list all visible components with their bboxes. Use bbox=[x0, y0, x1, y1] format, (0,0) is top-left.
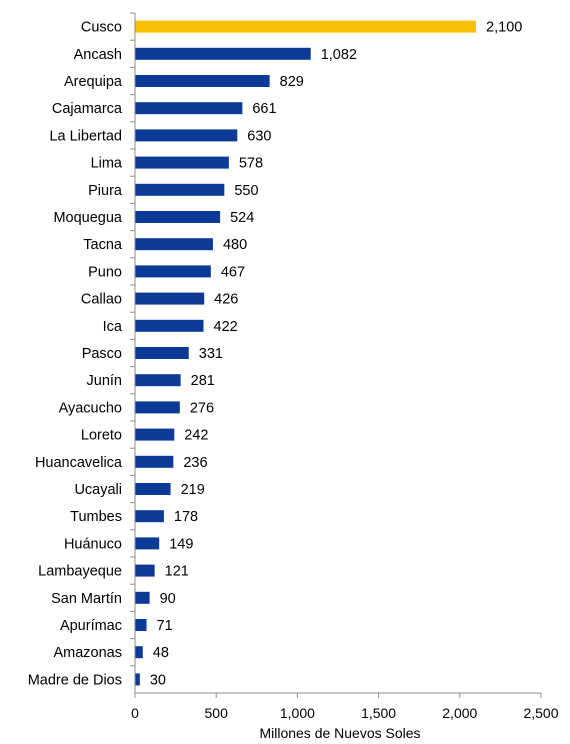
category-label-madre-de-dios: Madre de Dios bbox=[28, 672, 122, 688]
x-tick-label: 2,500 bbox=[523, 705, 558, 721]
category-label-cajamarca: Cajamarca bbox=[52, 101, 123, 117]
bar-ucayali bbox=[135, 483, 171, 495]
category-label-ucayali: Ucayali bbox=[74, 482, 122, 498]
value-label-madre-de-dios: 30 bbox=[150, 672, 166, 688]
category-label-puno: Puno bbox=[88, 264, 122, 280]
value-label-tumbes: 178 bbox=[174, 509, 198, 525]
category-label-ica: Ica bbox=[103, 319, 123, 335]
x-tick-label: 1,000 bbox=[280, 705, 315, 721]
category-label-pasco: Pasco bbox=[82, 346, 122, 362]
bar-tacna bbox=[135, 238, 213, 251]
bar-pasco bbox=[135, 347, 189, 359]
value-label-piura: 550 bbox=[234, 183, 258, 199]
bar-junin bbox=[135, 374, 181, 387]
value-label-arequipa: 829 bbox=[280, 74, 304, 90]
bars-group bbox=[130, 12, 477, 686]
bar-madre-de-dios bbox=[135, 673, 140, 686]
value-label-loreto: 242 bbox=[184, 428, 208, 444]
category-label-tumbes: Tumbes bbox=[70, 509, 122, 525]
category-label-loreto: Loreto bbox=[81, 428, 122, 444]
bar-callao bbox=[135, 292, 205, 305]
bar-lambayeque bbox=[135, 564, 155, 577]
x-tick-label: 0 bbox=[131, 705, 139, 721]
value-label-lima: 578 bbox=[239, 156, 263, 172]
value-label-tacna: 480 bbox=[223, 237, 247, 253]
value-label-huancavelica: 236 bbox=[183, 455, 207, 471]
value-label-san-martin: 90 bbox=[160, 591, 176, 607]
category-label-piura: Piura bbox=[88, 183, 123, 199]
value-label-ucayali: 219 bbox=[181, 482, 205, 498]
category-label-arequipa: Arequipa bbox=[64, 74, 123, 90]
bar-ancash bbox=[135, 47, 311, 60]
value-label-moquegua: 524 bbox=[230, 210, 254, 226]
value-label-ica: 422 bbox=[214, 319, 238, 335]
category-label-junin: Junín bbox=[87, 373, 122, 389]
value-label-ayacucho: 276 bbox=[190, 400, 214, 416]
bar-piura bbox=[135, 183, 225, 196]
category-label-cusco: Cusco bbox=[81, 20, 122, 36]
bar-lima bbox=[135, 156, 229, 169]
category-label-ayacucho: Ayacucho bbox=[59, 400, 122, 416]
bar-apurimac bbox=[135, 619, 147, 631]
bar-arequipa bbox=[135, 75, 270, 87]
category-label-la-libertad: La Libertad bbox=[49, 128, 122, 144]
x-ticks-group: 0 500 1,000 1,500 2,000 2,500 bbox=[131, 693, 559, 721]
bar-huanuco bbox=[135, 537, 160, 550]
bar-san-martin bbox=[135, 591, 150, 604]
value-label-cusco: 2,100 bbox=[486, 20, 522, 36]
value-label-pasco: 331 bbox=[199, 346, 223, 362]
bar-huancavelica bbox=[135, 455, 174, 468]
bar-cusco bbox=[135, 20, 477, 33]
bar-loreto bbox=[135, 428, 175, 441]
category-label-ancash: Ancash bbox=[74, 47, 122, 63]
category-label-moquegua: Moquegua bbox=[53, 210, 122, 226]
bar-ica bbox=[135, 319, 204, 332]
category-labels-group: Cusco Ancash Arequipa Cajamarca La Libertad L… bbox=[28, 20, 123, 689]
category-label-san-martin: San Martín bbox=[51, 591, 122, 607]
value-label-amazonas: 48 bbox=[153, 645, 169, 661]
value-label-apurimac: 71 bbox=[157, 618, 173, 634]
value-label-lambayeque: 121 bbox=[165, 564, 189, 580]
category-label-huanuco: Huánuco bbox=[64, 536, 122, 552]
value-label-junin: 281 bbox=[191, 373, 215, 389]
x-axis-title: Millones de Nuevos Soles bbox=[259, 725, 420, 741]
bar-ayacucho bbox=[135, 401, 180, 414]
bar-cajamarca bbox=[135, 102, 243, 115]
bar-amazonas bbox=[135, 646, 143, 659]
value-label-huanuco: 149 bbox=[169, 536, 193, 552]
category-label-lambayeque: Lambayeque bbox=[38, 564, 122, 580]
value-label-ancash: 1,082 bbox=[321, 47, 357, 63]
value-label-cajamarca: 661 bbox=[252, 101, 276, 117]
x-tick-label: 2,000 bbox=[442, 705, 477, 721]
category-label-lima: Lima bbox=[91, 156, 123, 172]
category-label-amazonas: Amazonas bbox=[53, 645, 122, 661]
category-label-callao: Callao bbox=[81, 292, 122, 308]
x-tick-label: 1,500 bbox=[361, 705, 396, 721]
bar-moquegua bbox=[135, 211, 221, 223]
x-tick-label: 500 bbox=[205, 705, 229, 721]
category-label-apurimac: Apurímac bbox=[60, 618, 122, 634]
value-label-la-libertad: 630 bbox=[247, 128, 271, 144]
value-label-puno: 467 bbox=[221, 264, 245, 280]
value-label-callao: 426 bbox=[214, 292, 238, 308]
category-label-tacna: Tacna bbox=[83, 237, 123, 253]
bar-la-libertad bbox=[135, 129, 238, 142]
bar-tumbes bbox=[135, 510, 164, 523]
bar-puno bbox=[135, 265, 211, 278]
category-label-huancavelica: Huancavelica bbox=[35, 455, 123, 471]
